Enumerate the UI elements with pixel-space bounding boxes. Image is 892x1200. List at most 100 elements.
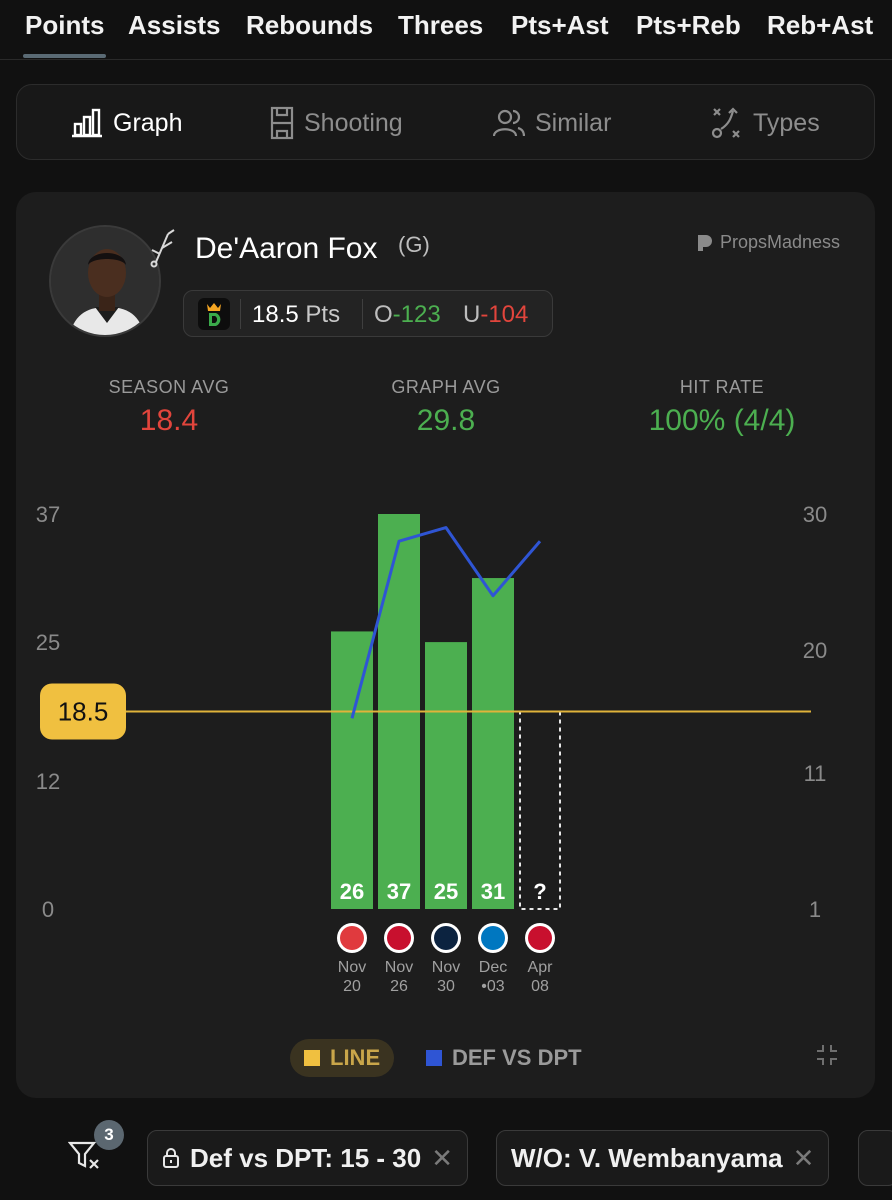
prop-line-pill[interactable]: 18.5 Pts O-123 U-104 xyxy=(183,290,553,337)
graph-avg-label: GRAPH AVG xyxy=(391,377,501,397)
tab-points[interactable]: Points xyxy=(22,10,107,58)
tab-graph[interactable]: Graph xyxy=(71,85,182,161)
remove-filter-icon[interactable]: ✕ xyxy=(431,1142,454,1173)
tab-reb-ast[interactable]: Reb+Ast xyxy=(767,10,874,40)
y-right-tick: 11 xyxy=(804,761,827,786)
avatar xyxy=(49,225,161,337)
legend-def-label: DEF VS DPT xyxy=(452,1045,582,1070)
propsmadness-logo-icon xyxy=(698,234,712,251)
y-left-tick: 12 xyxy=(36,769,60,794)
tab-pts-ast[interactable]: Pts+Ast xyxy=(511,10,609,40)
prop-line-value: 18.5 xyxy=(252,301,299,328)
legend-def-vs-dpt[interactable]: DEF VS DPT xyxy=(426,1039,582,1077)
tab-graph-label: Graph xyxy=(113,108,183,137)
team-logo-inner xyxy=(528,926,552,950)
prop-line-badge xyxy=(40,683,126,740)
bar xyxy=(331,631,373,909)
tab-shooting[interactable]: Shooting xyxy=(270,85,403,161)
bar xyxy=(425,642,467,909)
team-logo-inner xyxy=(340,926,364,950)
team-logo-inner xyxy=(481,926,505,950)
brand-name: PropsMadness xyxy=(720,232,841,252)
filters-bar: 3 Def vs DPT: 15 - 30 ✕ W/O: V. Wembanya… xyxy=(0,1120,892,1200)
prop-line: 18.5 Pts xyxy=(252,301,340,329)
filter-chip-without-player[interactable]: W/O: V. Wembanyama ✕ xyxy=(496,1130,830,1186)
spurs-logo-icon xyxy=(150,229,175,268)
draftkings-logo-icon xyxy=(198,298,230,330)
legend-def-swatch xyxy=(426,1050,442,1066)
x-tick-day: 08 xyxy=(531,978,549,995)
bar-value-label: 25 xyxy=(434,879,458,904)
player-card: De'Aaron Fox (G) PropsMadness 18.5 Pts O… xyxy=(16,192,875,1098)
bar-chart-icon xyxy=(72,108,102,138)
tab-rebounds[interactable]: Rebounds xyxy=(246,10,374,40)
tab-threes[interactable]: Threes xyxy=(398,10,484,40)
legend-line-swatch xyxy=(304,1050,320,1066)
pill-divider xyxy=(240,299,241,329)
legend-line[interactable]: LINE xyxy=(290,1039,395,1077)
x-tick-month: Apr xyxy=(528,959,554,976)
pill-divider xyxy=(362,299,363,329)
users-icon xyxy=(493,109,525,137)
y-right-tick: 30 xyxy=(803,502,827,527)
def-vs-dpt-line xyxy=(350,526,542,719)
tab-types[interactable]: Types xyxy=(711,85,820,161)
lock-icon xyxy=(163,1148,179,1168)
x-tick-day: 30 xyxy=(437,978,455,995)
filter-chip-label: Def vs DPT: 15 - 30 xyxy=(190,1142,422,1173)
tab-similar[interactable]: Similar xyxy=(493,85,611,161)
season-avg: SEASON AVG 18.4 xyxy=(44,377,294,438)
under-label: U xyxy=(463,301,481,328)
hit-rate-label: HIT RATE xyxy=(679,377,765,397)
team-logo-inner xyxy=(387,926,411,950)
player-name: De'Aaron Fox xyxy=(195,232,378,265)
tab-types-label: Types xyxy=(753,108,820,137)
tab-similar-label: Similar xyxy=(535,108,612,137)
y-right-tick: 1 xyxy=(809,897,821,922)
x-tick-day: 20 xyxy=(343,978,361,995)
tab-shooting-label: Shooting xyxy=(304,108,403,137)
season-avg-label: SEASON AVG xyxy=(108,377,230,397)
x-tick-month: Nov xyxy=(338,959,366,976)
graph-avg-value: 29.8 xyxy=(416,404,476,437)
y-left-tick: 0 xyxy=(42,897,54,922)
bar xyxy=(472,578,514,909)
bar-value-label: 26 xyxy=(340,879,364,904)
under-odds[interactable]: U-104 xyxy=(463,301,528,329)
over-odds[interactable]: O-123 xyxy=(374,301,441,329)
tab-assists[interactable]: Assists xyxy=(128,10,221,40)
brand-logo: PropsMadness xyxy=(696,232,840,253)
x-tick-day: 26 xyxy=(390,978,408,995)
over-odds-value: -123 xyxy=(392,301,441,328)
season-avg-value: 18.4 xyxy=(139,404,199,437)
y-left-tick: 25 xyxy=(36,630,60,655)
player-headshot-icon xyxy=(51,227,159,335)
filter-chip-overflow[interactable] xyxy=(858,1130,892,1186)
x-tick-day: •03 xyxy=(481,978,505,995)
graph-avg: GRAPH AVG 29.8 xyxy=(321,377,571,438)
under-odds-value: -104 xyxy=(480,301,529,328)
filter-chip-def-vs-dpt[interactable]: Def vs DPT: 15 - 30 ✕ xyxy=(147,1130,469,1186)
bar-value-label: ? xyxy=(533,879,546,904)
player-position: (G) xyxy=(398,232,430,257)
filter-clear-icon[interactable] xyxy=(68,1140,102,1170)
bar-value-label: 31 xyxy=(481,879,505,904)
hit-rate-value: 100% (4/4) xyxy=(648,404,796,437)
bar-value-label: 37 xyxy=(387,879,411,904)
y-left-tick: 37 xyxy=(36,502,60,527)
x-tick-month: Dec xyxy=(479,959,507,976)
x-tick-month: Nov xyxy=(385,959,413,976)
chart-legend: LINE DEF VS DPT xyxy=(16,1039,875,1079)
court-icon xyxy=(270,106,294,140)
team-logo-inner xyxy=(434,926,458,950)
view-tabs: Graph Shooting Similar Types xyxy=(16,84,875,160)
filter-count-badge: 3 xyxy=(94,1120,124,1150)
legend-line-label: LINE xyxy=(330,1045,381,1070)
stat-tabs: Points Assists Rebounds Threes Pts+Ast P… xyxy=(0,0,892,60)
filter-chip-label: W/O: V. Wembanyama xyxy=(511,1142,783,1173)
play-diagram-icon xyxy=(711,107,740,139)
remove-filter-icon[interactable]: ✕ xyxy=(792,1142,815,1173)
collapse-icon[interactable] xyxy=(815,1043,839,1067)
tab-pts-reb[interactable]: Pts+Reb xyxy=(636,10,741,40)
x-tick-month: Nov xyxy=(432,959,460,976)
